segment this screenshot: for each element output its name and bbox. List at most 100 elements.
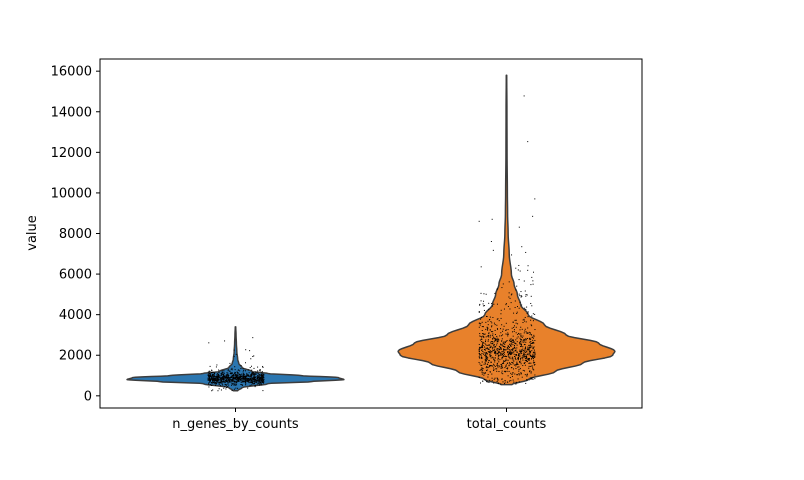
jitter-point bbox=[238, 374, 240, 376]
jitter-point bbox=[213, 372, 215, 374]
jitter-point bbox=[518, 370, 520, 372]
jitter-point bbox=[494, 357, 496, 359]
jitter-point bbox=[238, 378, 240, 380]
jitter-point bbox=[260, 377, 262, 379]
jitter-point bbox=[497, 318, 499, 320]
jitter-point bbox=[210, 382, 212, 384]
jitter-point bbox=[231, 380, 233, 382]
jitter-point bbox=[518, 354, 520, 356]
jitter-point bbox=[486, 366, 488, 368]
jitter-point bbox=[258, 379, 260, 380]
jitter-point bbox=[238, 380, 240, 382]
jitter-point bbox=[522, 369, 524, 371]
jitter-point bbox=[533, 271, 535, 273]
y-tick-label: 12000 bbox=[51, 146, 92, 161]
jitter-point bbox=[499, 352, 501, 354]
jitter-point bbox=[490, 321, 492, 323]
jitter-point bbox=[518, 374, 520, 376]
jitter-point bbox=[249, 377, 251, 379]
jitter-point bbox=[488, 359, 490, 361]
jitter-point bbox=[207, 374, 209, 376]
jitter-point bbox=[492, 365, 494, 367]
jitter-point bbox=[227, 370, 229, 372]
jitter-point bbox=[222, 378, 224, 380]
jitter-point bbox=[532, 367, 534, 369]
jitter-point bbox=[529, 339, 531, 341]
jitter-point bbox=[233, 374, 235, 376]
jitter-point bbox=[534, 356, 535, 358]
jitter-point bbox=[262, 390, 264, 392]
jitter-point bbox=[508, 352, 510, 354]
jitter-point bbox=[259, 379, 261, 381]
jitter-point bbox=[251, 369, 253, 371]
jitter-point bbox=[493, 349, 495, 351]
jitter-point bbox=[508, 354, 510, 356]
jitter-point bbox=[515, 332, 517, 334]
jitter-point bbox=[482, 372, 484, 374]
jitter-point bbox=[213, 382, 215, 384]
jitter-point bbox=[518, 366, 520, 368]
jitter-point bbox=[499, 335, 501, 337]
jitter-point bbox=[507, 375, 509, 377]
jitter-point bbox=[527, 348, 529, 350]
jitter-point bbox=[488, 351, 490, 353]
jitter-point bbox=[507, 381, 509, 383]
jitter-point bbox=[529, 344, 531, 346]
jitter-point bbox=[234, 384, 236, 386]
jitter-point bbox=[486, 358, 488, 360]
jitter-point bbox=[211, 382, 213, 384]
jitter-point bbox=[235, 373, 237, 375]
jitter-point bbox=[486, 316, 488, 318]
jitter-point bbox=[496, 348, 498, 350]
jitter-point bbox=[218, 380, 220, 382]
jitter-point bbox=[511, 375, 513, 377]
jitter-point bbox=[517, 336, 519, 338]
jitter-point bbox=[251, 377, 253, 379]
jitter-point bbox=[487, 381, 489, 383]
jitter-point bbox=[506, 348, 508, 350]
jitter-point bbox=[243, 369, 245, 371]
jitter-point bbox=[246, 372, 248, 374]
jitter-point bbox=[481, 330, 483, 332]
jitter-point bbox=[219, 381, 221, 383]
jitter-point bbox=[210, 380, 212, 382]
jitter-point bbox=[508, 365, 510, 367]
jitter-point bbox=[486, 326, 488, 328]
jitter-point bbox=[513, 341, 515, 343]
jitter-point bbox=[482, 333, 484, 335]
jitter-point bbox=[482, 380, 484, 382]
jitter-point bbox=[488, 334, 490, 336]
jitter-point bbox=[502, 345, 504, 347]
jitter-point bbox=[530, 362, 532, 364]
jitter-point bbox=[225, 379, 227, 381]
jitter-point bbox=[223, 372, 225, 374]
jitter-point bbox=[507, 362, 509, 364]
jitter-point bbox=[256, 372, 258, 374]
jitter-point bbox=[249, 378, 251, 380]
jitter-point bbox=[506, 340, 508, 342]
jitter-point bbox=[527, 346, 529, 348]
jitter-point bbox=[220, 373, 222, 375]
jitter-point bbox=[511, 293, 513, 295]
jitter-point bbox=[214, 372, 216, 374]
jitter-point bbox=[510, 345, 512, 347]
jitter-point bbox=[514, 319, 516, 321]
jitter-point bbox=[259, 369, 261, 371]
jitter-point bbox=[255, 379, 257, 381]
jitter-point bbox=[503, 341, 505, 343]
jitter-point bbox=[258, 374, 260, 376]
jitter-point bbox=[532, 283, 534, 285]
violin-total_counts bbox=[397, 74, 616, 386]
jitter-point bbox=[498, 354, 500, 356]
jitter-point bbox=[260, 383, 262, 385]
jitter-point bbox=[531, 358, 532, 360]
jitter-point bbox=[526, 373, 528, 375]
jitter-point bbox=[223, 370, 225, 372]
jitter-point bbox=[232, 379, 234, 381]
jitter-point bbox=[260, 380, 262, 382]
jitter-point bbox=[512, 363, 514, 365]
jitter-point bbox=[507, 367, 509, 369]
jitter-point bbox=[510, 352, 512, 354]
jitter-point bbox=[263, 381, 265, 383]
jitter-point bbox=[524, 316, 526, 318]
